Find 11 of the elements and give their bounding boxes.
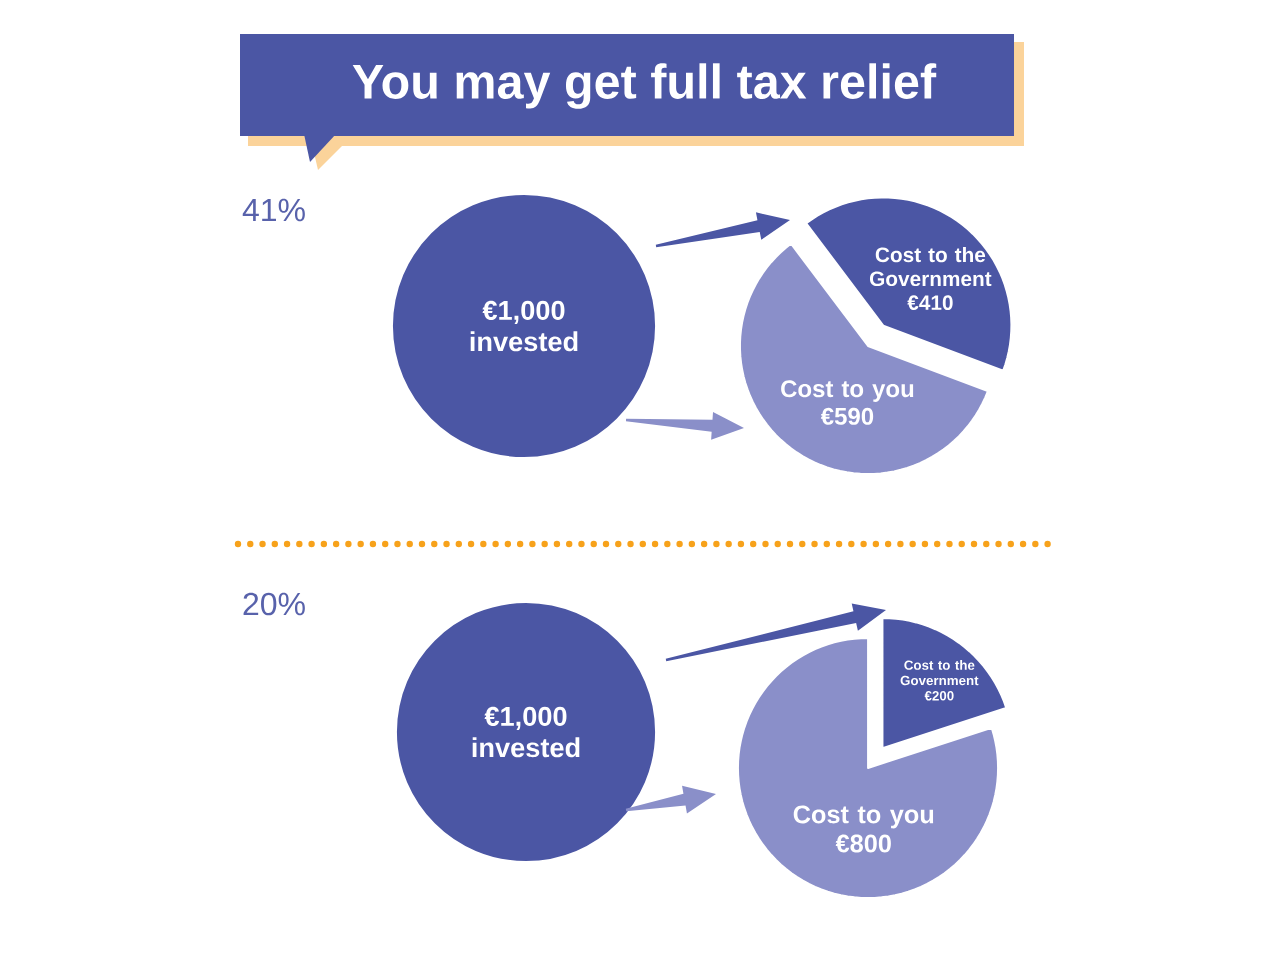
data-label: €410 [907,295,953,311]
slice-label: Cost to you [781,380,914,402]
data-label: €800 [835,834,891,853]
slice-label: Cost to you [793,805,934,829]
slice-label: Cost to the Government [869,246,992,287]
text: 20% [243,592,305,616]
text: 41% [242,198,305,222]
chart-title: You may get full tax relief [352,63,937,109]
text: €1,000 invested [470,300,578,352]
text: €1,000 invested [472,706,580,758]
data-label: €590 [820,407,874,425]
